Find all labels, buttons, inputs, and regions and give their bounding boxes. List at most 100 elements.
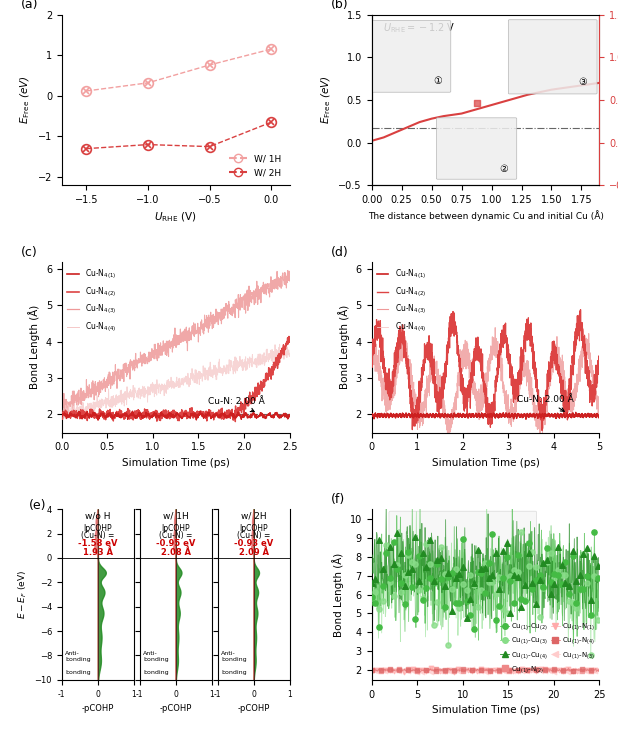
Cu$_{(1)}$-Cu$_{(4)}$ (462, 612, 472, 624)
Cu$_{(1)}$-Cu$_{(4)}$ (366, 577, 376, 588)
Cu$_{(1)}$-Cu$_{(3)}$ (392, 559, 402, 571)
Cu$_{(1)}$-N$_{(4)}$ (385, 664, 395, 675)
Cu$_{(1)}$-Cu$_{(4)}$ (553, 541, 563, 553)
Cu$_{(1)}$-Cu$_{(2)}$ (506, 575, 515, 587)
Cu$_{(1)}$-Cu$_{(2)}$ (429, 576, 439, 588)
Cu$_{(1)}$-N$_{(1)}$ (517, 663, 527, 675)
Cu$_{(1)}$-N$_{(2)}$ (376, 665, 386, 677)
Cu$_{(1)}$-Cu$_{(2)}$ (403, 546, 413, 558)
Cu$_{(1)}$-Cu$_{(4)}$ (538, 557, 548, 569)
Cu$_{(1)}$-Cu$_{(4)}$ (465, 594, 475, 605)
Cu$_{(1)}$-N$_{(1)}$ (586, 664, 596, 676)
Text: Cu-N: 2.00 Å: Cu-N: 2.00 Å (517, 395, 574, 412)
Cu$_{(1)}$-Cu$_{(2)}$ (571, 598, 581, 610)
X-axis label: Simulation Time (ps): Simulation Time (ps) (122, 458, 230, 468)
Cu$_{(1)}$-Cu$_{(2)}$ (578, 583, 588, 595)
Cu$_{(1)}$-Cu$_{(4)}$ (418, 548, 428, 559)
Cu$_{(1)}$-N$_{(3)}$ (417, 667, 427, 678)
Cu$_{(1)}$-Cu$_{(3)}$ (443, 639, 453, 651)
X-axis label: The distance between dynamic Cu and initial Cu (Å): The distance between dynamic Cu and init… (368, 211, 604, 221)
Cu$_{(1)}$-N$_{(4)}$ (577, 663, 586, 675)
Cu$_{(1)}$-N$_{(4)}$ (449, 664, 459, 676)
Cu$_{(1)}$-N$_{(2)}$ (504, 665, 514, 677)
Text: bonding: bonding (143, 670, 169, 675)
Cu$_{(1)}$-Cu$_{(4)}$ (407, 563, 417, 575)
Cu$_{(1)}$-N$_{(3)}$ (366, 664, 376, 676)
Cu$_{(1)}$-N$_{(1)}$ (531, 665, 541, 677)
Cu$_{(1)}$-Cu$_{(4)}$ (535, 575, 544, 586)
Cu$_{(1)}$-N$_{(3)}$ (376, 664, 386, 675)
Cu$_{(1)}$-N$_{(3)}$ (577, 664, 586, 675)
Cu$_{(1)}$-Cu$_{(3)}$ (567, 597, 577, 609)
Cu$_{(1)}$-Cu$_{(2)}$ (538, 582, 548, 594)
Cu$_{(1)}$-Cu$_{(4)}$ (520, 580, 530, 591)
Cu$_{(1)}$-N$_{(4)}$ (458, 663, 468, 675)
Cu$_{(1)}$-N$_{(1)}$ (385, 664, 395, 675)
Cu$_{(1)}$-N$_{(1)}$ (435, 664, 445, 676)
Cu$_{(1)}$-N$_{(1)}$ (513, 665, 523, 677)
Cu$_{(1)}$-Cu$_{(3)}$ (564, 595, 574, 607)
Text: 2.08 Å: 2.08 Å (161, 548, 191, 556)
Cu$_{(1)}$-N$_{(2)}$ (567, 666, 577, 678)
Cu$_{(1)}$-Cu$_{(4)}$ (509, 569, 519, 581)
Cu$_{(1)}$-N$_{(2)}$ (540, 663, 550, 675)
Cu$_{(1)}$-N$_{(1)}$ (458, 664, 468, 675)
Cu$_{(1)}$-Cu$_{(3)}$ (378, 594, 387, 606)
FancyBboxPatch shape (509, 20, 597, 94)
Cu$_{(1)}$-N$_{(3)}$ (399, 664, 408, 676)
Cu$_{(1)}$-N$_{(1)}$ (440, 664, 450, 676)
Cu$_{(1)}$-Cu$_{(2)}$ (498, 572, 508, 584)
Cu$_{(1)}$-Cu$_{(4)}$ (414, 575, 424, 587)
Cu$_{(1)}$-Cu$_{(2)}$ (465, 609, 475, 621)
Cu$_{(1)}$-N$_{(3)}$ (440, 666, 450, 678)
Cu$_{(1)}$-Cu$_{(4)}$ (506, 607, 515, 619)
Text: ②: ② (499, 164, 508, 173)
Text: Anti-: Anti- (66, 651, 80, 656)
Cu$_{(1)}$-Cu$_{(2)}$ (531, 574, 541, 586)
Cu$_{(1)}$-Cu$_{(2)}$ (454, 597, 464, 609)
Cu$_{(1)}$-Cu$_{(3)}$ (410, 558, 420, 569)
Cu$_{(1)}$-N$_{(1)}$ (522, 664, 532, 676)
Cu$_{(1)}$-N$_{(3)}$ (559, 663, 569, 675)
Cu$_{(1)}$-Cu$_{(3)}$ (586, 649, 596, 661)
Cu$_{(1)}$-Cu$_{(4)}$ (410, 531, 420, 542)
Cu$_{(1)}$-N$_{(3)}$ (563, 666, 573, 678)
Cu$_{(1)}$-Cu$_{(4)}$ (443, 567, 453, 579)
Cu$_{(1)}$-Cu$_{(3)}$ (469, 579, 479, 591)
Cu$_{(1)}$-Cu$_{(3)}$ (575, 583, 585, 595)
Cu$_{(1)}$-Cu$_{(3)}$ (429, 619, 439, 631)
Cu$_{(1)}$-Cu$_{(4)}$ (370, 573, 380, 585)
Cu$_{(1)}$-Cu$_{(2)}$ (425, 572, 435, 584)
Cu$_{(1)}$-Cu$_{(3)}$ (418, 592, 428, 604)
Cu$_{(1)}$-Cu$_{(3)}$ (458, 578, 468, 590)
Cu$_{(1)}$-Cu$_{(3)}$ (578, 548, 588, 560)
Text: -0.95 eV: -0.95 eV (156, 539, 195, 548)
Cu$_{(1)}$-Cu$_{(4)}$ (378, 563, 387, 575)
Cu$_{(1)}$-Cu$_{(3)}$ (414, 583, 424, 595)
Cu$_{(1)}$-Cu$_{(3)}$ (400, 569, 410, 581)
Cu$_{(1)}$-N$_{(3)}$ (467, 663, 477, 675)
Cu$_{(1)}$-Cu$_{(2)}$ (451, 596, 460, 608)
Cu$_{(1)}$-Cu$_{(4)}$ (433, 554, 442, 566)
Cu$_{(1)}$-Cu$_{(3)}$ (582, 577, 592, 588)
Cu$_{(1)}$-Cu$_{(4)}$ (447, 605, 457, 617)
Y-axis label: $E_{\mathrm{Free}}$ (eV): $E_{\mathrm{Free}}$ (eV) (320, 75, 333, 124)
Cu$_{(1)}$-N$_{(2)}$ (476, 664, 486, 675)
Text: bonding: bonding (143, 657, 169, 662)
Cu$_{(1)}$-N$_{(2)}$ (522, 664, 532, 675)
Cu$_{(1)}$-Cu$_{(3)}$ (538, 583, 548, 594)
Cu$_{(1)}$-N$_{(4)}$ (494, 664, 504, 675)
Cu$_{(1)}$-Cu$_{(4)}$ (487, 569, 497, 581)
Text: (b): (b) (331, 0, 349, 11)
Cu$_{(1)}$-N$_{(1)}$ (389, 665, 399, 677)
Cu$_{(1)}$-N$_{(3)}$ (567, 664, 577, 676)
Cu$_{(1)}$-Cu$_{(2)}$ (366, 591, 376, 603)
Cu$_{(1)}$-N$_{(1)}$ (426, 662, 436, 673)
Cu$_{(1)}$-Cu$_{(2)}$ (378, 580, 387, 591)
Cu$_{(1)}$-N$_{(1)}$ (554, 664, 564, 676)
Cu$_{(1)}$-N$_{(3)}$ (389, 664, 399, 676)
Cu$_{(1)}$-Cu$_{(2)}$ (535, 569, 544, 581)
Text: w/ 2H: w/ 2H (241, 512, 266, 520)
Cu$_{(1)}$-N$_{(1)}$ (582, 664, 591, 676)
Cu$_{(1)}$-N$_{(2)}$ (449, 665, 459, 677)
